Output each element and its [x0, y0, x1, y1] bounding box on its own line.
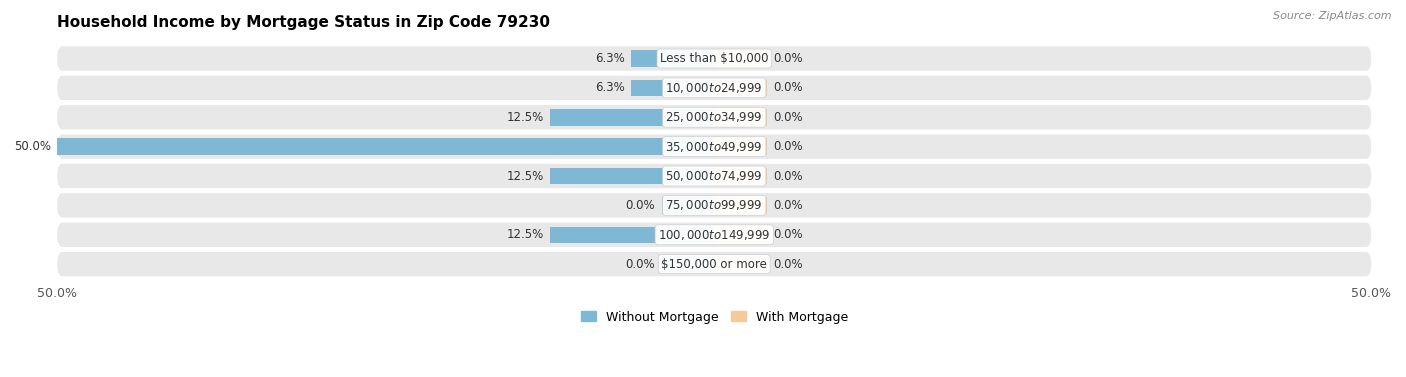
Text: $25,000 to $34,999: $25,000 to $34,999: [665, 110, 763, 124]
Text: $10,000 to $24,999: $10,000 to $24,999: [665, 81, 763, 95]
Text: $100,000 to $149,999: $100,000 to $149,999: [658, 228, 770, 242]
Text: 6.3%: 6.3%: [595, 81, 624, 94]
FancyBboxPatch shape: [58, 252, 1371, 276]
Bar: [550, 168, 714, 184]
Text: 0.0%: 0.0%: [773, 199, 803, 212]
Text: Less than $10,000: Less than $10,000: [659, 52, 769, 65]
FancyBboxPatch shape: [58, 135, 1371, 159]
Text: 0.0%: 0.0%: [773, 111, 803, 124]
Bar: [714, 109, 766, 126]
Text: 0.0%: 0.0%: [773, 170, 803, 182]
Text: 12.5%: 12.5%: [506, 228, 544, 241]
Bar: [631, 50, 714, 67]
Text: 0.0%: 0.0%: [773, 140, 803, 153]
Bar: [714, 256, 766, 273]
Bar: [662, 197, 714, 214]
Text: 12.5%: 12.5%: [506, 111, 544, 124]
Bar: [550, 109, 714, 126]
FancyBboxPatch shape: [58, 222, 1371, 247]
Text: $150,000 or more: $150,000 or more: [661, 257, 768, 271]
Text: Household Income by Mortgage Status in Zip Code 79230: Household Income by Mortgage Status in Z…: [58, 15, 550, 30]
Text: 0.0%: 0.0%: [626, 257, 655, 271]
FancyBboxPatch shape: [58, 193, 1371, 218]
Bar: [714, 168, 766, 184]
Text: 12.5%: 12.5%: [506, 170, 544, 182]
Bar: [714, 197, 766, 214]
Bar: [714, 50, 766, 67]
Bar: [550, 227, 714, 243]
Bar: [714, 138, 766, 155]
Text: $75,000 to $99,999: $75,000 to $99,999: [665, 198, 763, 212]
Text: 0.0%: 0.0%: [773, 257, 803, 271]
Bar: [662, 256, 714, 273]
Text: 0.0%: 0.0%: [773, 81, 803, 94]
Text: $50,000 to $74,999: $50,000 to $74,999: [665, 169, 763, 183]
Bar: [714, 227, 766, 243]
Text: Source: ZipAtlas.com: Source: ZipAtlas.com: [1274, 11, 1392, 21]
FancyBboxPatch shape: [58, 105, 1371, 129]
Text: 0.0%: 0.0%: [626, 199, 655, 212]
Text: $35,000 to $49,999: $35,000 to $49,999: [665, 139, 763, 154]
Text: 50.0%: 50.0%: [14, 140, 51, 153]
FancyBboxPatch shape: [58, 76, 1371, 100]
FancyBboxPatch shape: [58, 164, 1371, 188]
Bar: [714, 80, 766, 96]
Bar: [58, 138, 714, 155]
Text: 0.0%: 0.0%: [773, 228, 803, 241]
Bar: [631, 80, 714, 96]
FancyBboxPatch shape: [58, 46, 1371, 71]
Text: 6.3%: 6.3%: [595, 52, 624, 65]
Text: 0.0%: 0.0%: [773, 52, 803, 65]
Legend: Without Mortgage, With Mortgage: Without Mortgage, With Mortgage: [575, 305, 853, 328]
